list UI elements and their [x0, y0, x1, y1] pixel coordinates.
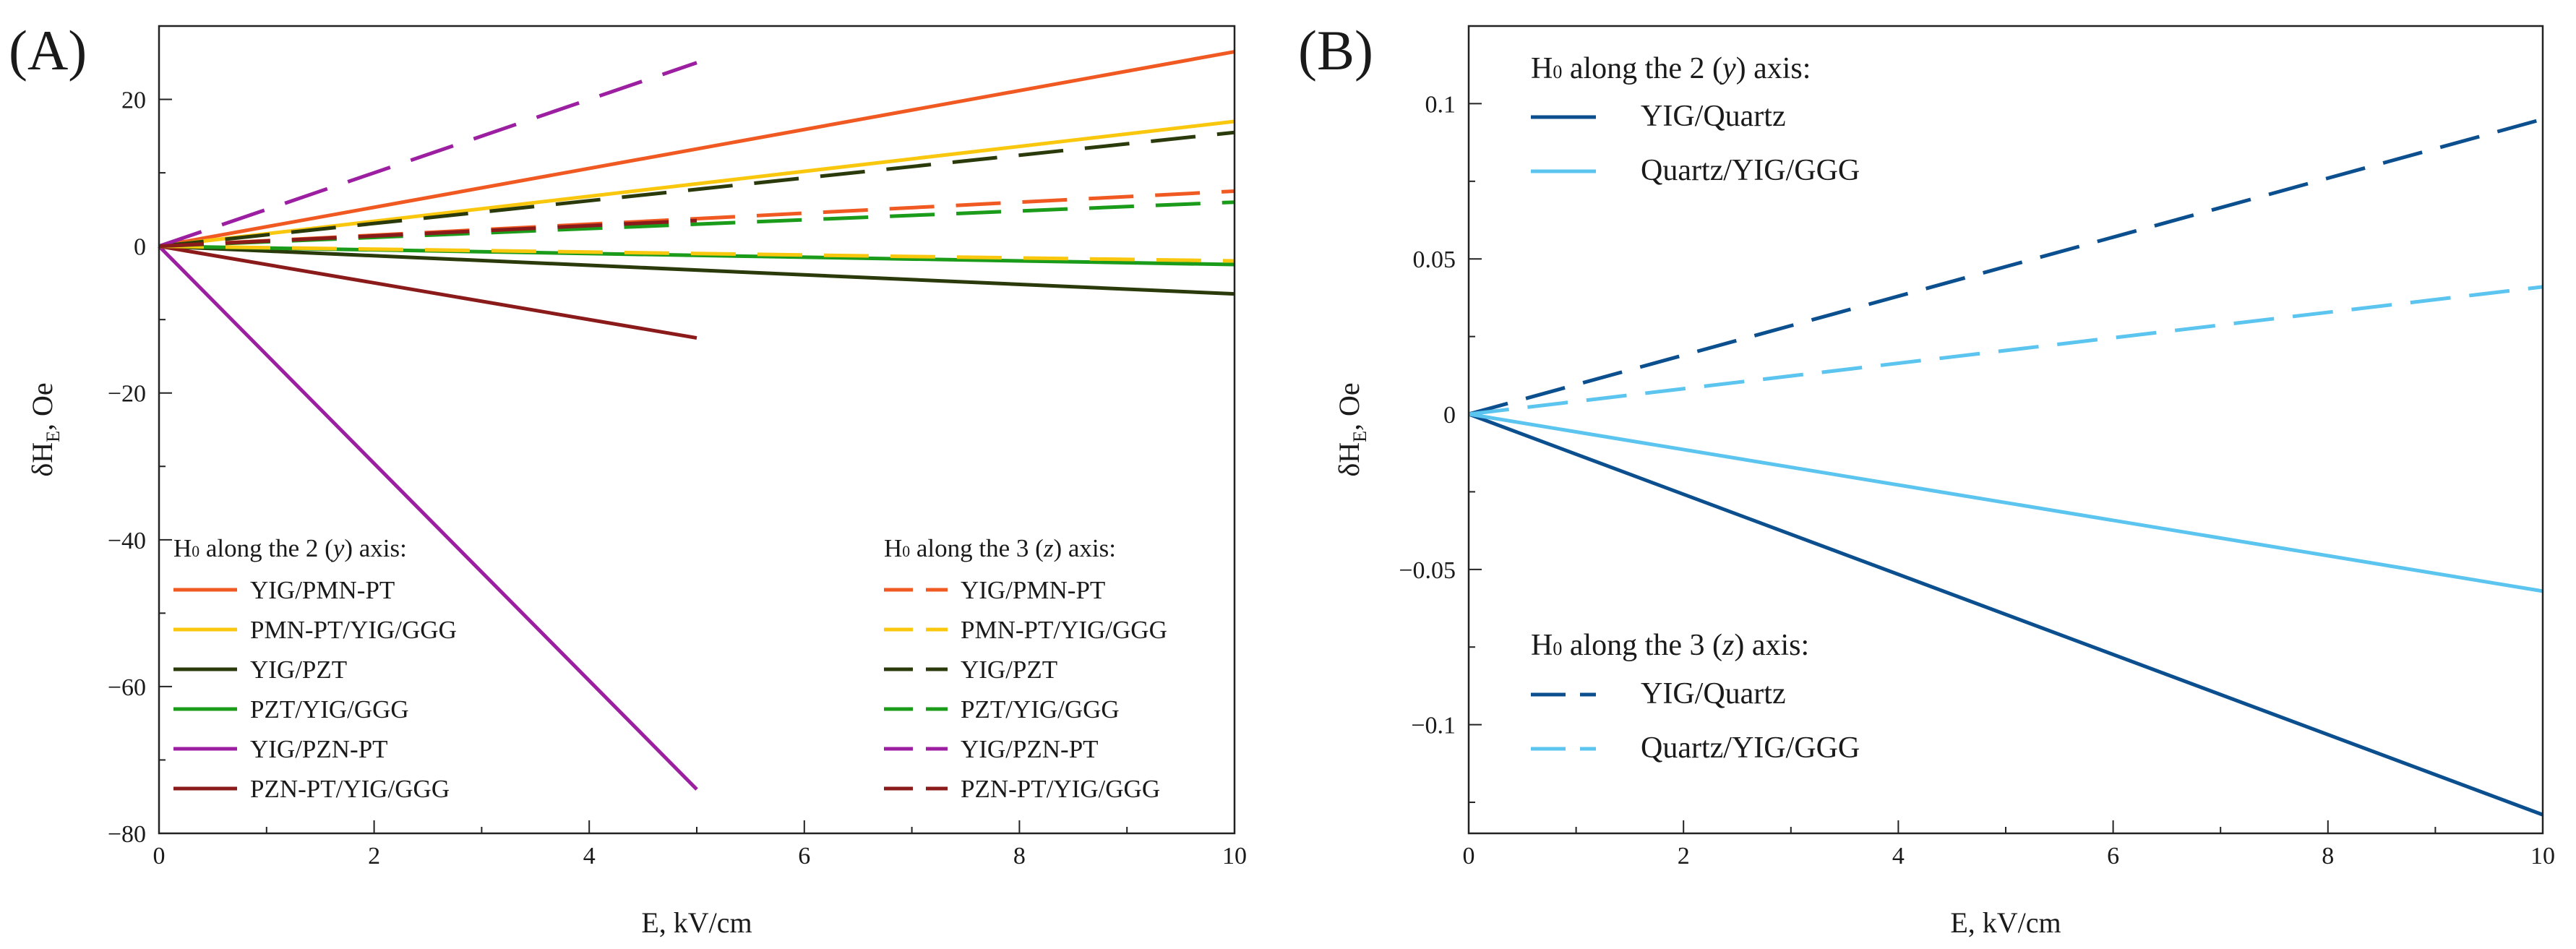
legend-entry: YIG/PZN-PT [250, 735, 388, 763]
legend-entry: PMN-PT/YIG/GGG [250, 616, 457, 644]
y-tick-label: 20 [121, 87, 146, 114]
legend-entry: Quartz/YIG/GGG [1641, 731, 1860, 765]
y-axis-label: δHE, Oe [26, 382, 64, 476]
legend-entry: YIG/Quartz [1641, 100, 1786, 133]
legend-title: H0 along the 2 (y) axis: [173, 534, 407, 562]
chart-panel-a: (A) 0 2 4 6 8 10 −80 −60 −40 −20 0 20 E, kV/cm δHE, Oe… [9, 19, 1247, 939]
legend-entry: YIG/PZN-PT [961, 735, 1099, 763]
legend-b: H0 along the 2 (y) axis: YIG/Quartz Quartz… [1531, 52, 1860, 765]
y-tick-label: −0.1 [1411, 713, 1456, 739]
legend-entry: YIG/PMN-PT [250, 576, 395, 604]
legend-entry: PMN-PT/YIG/GGG [961, 616, 1167, 644]
series-line-dashed-yig-pzn-pt [158, 61, 697, 249]
x-tick-label: 10 [1222, 843, 1247, 869]
series-line-dashed-pmn-pt-yig-ggg [158, 244, 1235, 263]
y-tick-label: 0.05 [1413, 246, 1456, 273]
y-axis-label: δHE, Oe [1333, 382, 1370, 476]
x-tick-label: 4 [583, 843, 596, 869]
legend-a: H0 along the 2 (y) axis: YIG/PMN-PT PMN-PT… [173, 534, 1167, 803]
legend-entry: PZN-PT/YIG/GGG [250, 775, 450, 803]
x-tick-label: 10 [2530, 843, 2555, 869]
legend-entry: YIG/PMN-PT [961, 576, 1105, 604]
x-tick-label: 8 [1013, 843, 1026, 869]
series-line-solid-yig-pzn-pt [158, 244, 698, 791]
series-line-dashed-yig-pmn-pt [158, 189, 1235, 249]
x-tick-label: 4 [1892, 843, 1905, 869]
legend-entry: YIG/PZT [250, 656, 347, 684]
legend-title: H0 along the 3 (z) axis: [1531, 629, 1809, 662]
series-line-dashed-quartz-yig-ggg [1468, 285, 2543, 416]
series-line-solid-yig-pmn-pt [158, 50, 1235, 249]
legend-entry: PZT/YIG/GGG [961, 695, 1120, 723]
series-line-solid-pzt-yig-ggg [158, 244, 1235, 267]
panel-label-b: (B) [1298, 19, 1373, 82]
legend-entry: Quartz/YIG/GGG [1641, 154, 1860, 187]
legend-title: H0 along the 2 (y) axis: [1531, 52, 1811, 85]
chart-panel-b: (B) 0 2 4 6 8 10 −0.1 −0.05 0 0.05 0.1 E, kV/cm δHE, … [1298, 19, 2555, 939]
series-line-dashed-pzn-pt-yig-ggg [158, 218, 697, 249]
panel-label-a: (A) [9, 19, 87, 82]
series-line-solid-pzn-pt-yig-ggg [158, 244, 697, 340]
x-axis-label: E, kV/cm [1950, 906, 2061, 939]
y-tick-label: 0.1 [1425, 91, 1456, 118]
plot-frame [158, 25, 1236, 835]
y-tick-label: −40 [108, 528, 146, 554]
x-axis-label: E, kV/cm [641, 906, 752, 939]
legend-title: H0 along the 3 (z) axis: [884, 534, 1116, 562]
y-tick-label: −20 [108, 381, 146, 408]
series-line-solid-yig-pzt [158, 244, 1235, 296]
y-tick-label: −80 [108, 821, 146, 848]
legend-entry: YIG/Quartz [1641, 677, 1786, 710]
legend-entry: PZN-PT/YIG/GGG [961, 775, 1160, 803]
x-tick-label: 0 [1463, 843, 1475, 869]
series-line-dashed-yig-quartz [1468, 117, 2543, 416]
series-line-solid-quartz-yig-ggg [1468, 412, 2543, 593]
legend-entry: PZT/YIG/GGG [250, 695, 409, 723]
x-tick-label: 6 [798, 843, 810, 869]
y-tick-label: −60 [108, 674, 146, 701]
x-tick-label: 8 [2322, 843, 2334, 869]
x-tick-label: 0 [153, 843, 166, 869]
plot-frame [1467, 25, 2544, 835]
series-line-solid-pmn-pt-yig-ggg [158, 119, 1235, 249]
y-tick-label: 0 [1443, 402, 1456, 429]
x-tick-label: 6 [2107, 843, 2119, 869]
legend-entry: YIG/PZT [961, 656, 1057, 684]
y-tick-label: −0.05 [1399, 557, 1456, 584]
series-line-dashed-yig-pzt [158, 130, 1235, 249]
series-line-dashed-pzt-yig-ggg [158, 200, 1235, 249]
series-line-solid-yig-quartz [1468, 412, 2543, 817]
y-tick-label: 0 [134, 234, 146, 261]
x-tick-label: 2 [1678, 843, 1690, 869]
x-tick-label: 2 [368, 843, 380, 869]
